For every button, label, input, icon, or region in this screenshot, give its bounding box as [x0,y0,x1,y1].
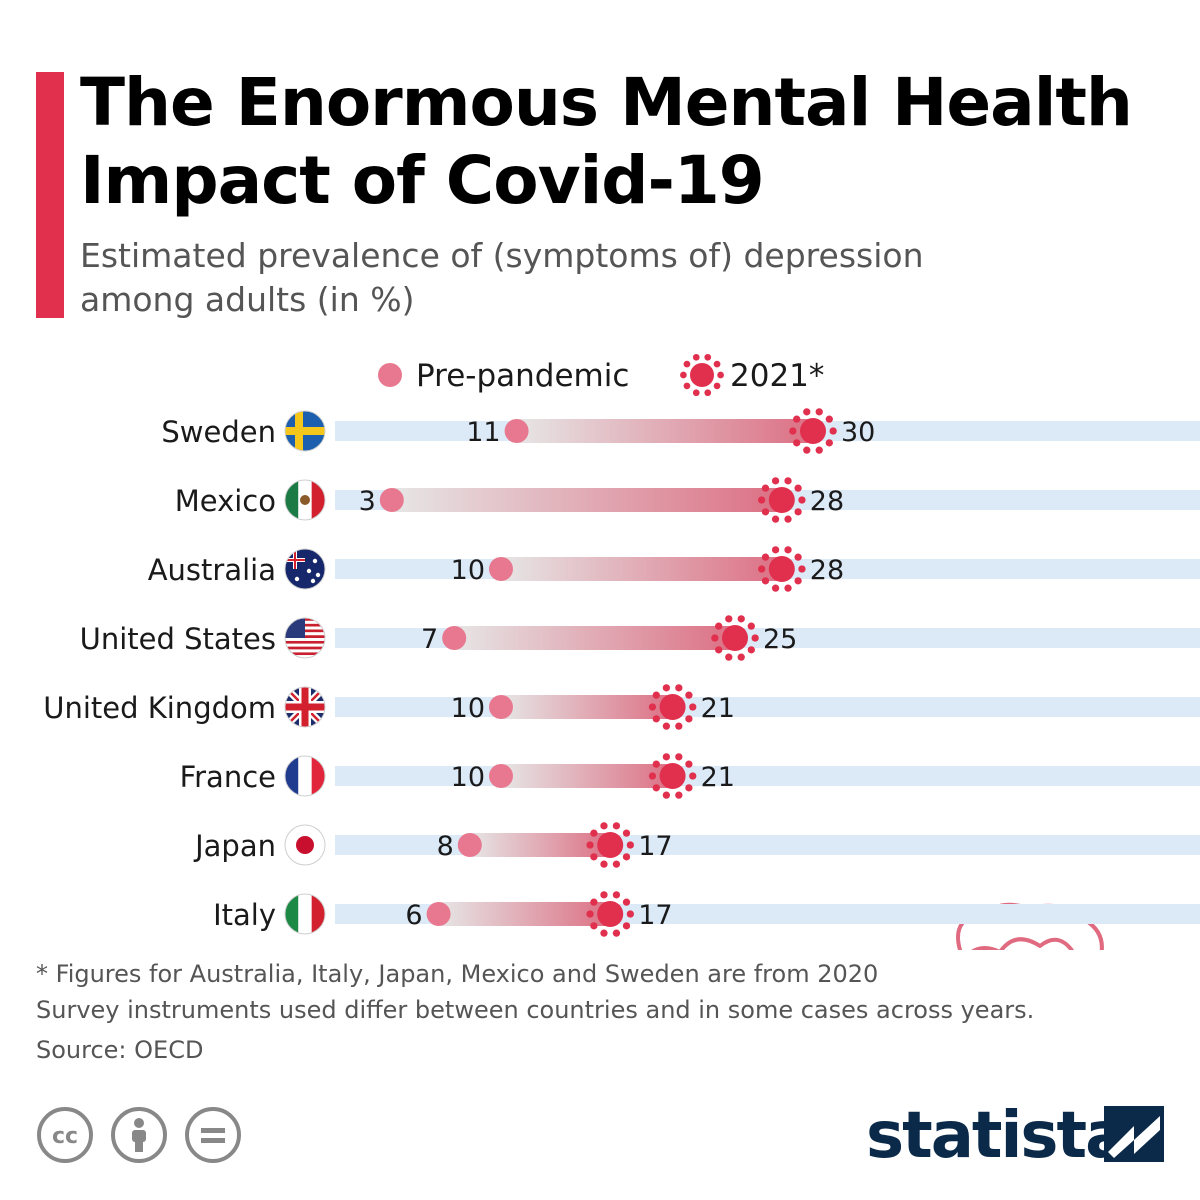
chart-title: The Enormous Mental Health Impact of Cov… [80,64,1133,219]
connector-bar [501,695,673,719]
y2021-value-label: 21 [701,693,735,724]
pre-pandemic-value-label: 6 [405,900,422,931]
pre-pandemic-value-label: 8 [437,831,454,862]
pre-pandemic-dot [426,902,451,926]
virus-marker-2021 [586,891,634,937]
connector-bar [438,902,611,926]
y2021-value-label: 28 [810,555,844,586]
category-label: France [180,760,276,794]
pre-pandemic-dot [379,488,404,512]
chart-row: Australia 10 28 [148,546,1200,592]
chart-row: United States 7 25 [80,615,1200,661]
svg-text:cc: cc [52,1124,78,1149]
pre-pandemic-value-label: 10 [451,762,485,793]
virus-marker-2021 [758,546,806,592]
pre-pandemic-dot [442,626,467,650]
flag-mexico-icon [284,479,326,521]
chart-row: United Kingdom 10 21 [43,684,1200,730]
category-label: Australia [148,553,276,587]
cc-icon[interactable]: cc [36,1106,94,1168]
accent-bar [36,72,64,318]
pre-pandemic-value-label: 3 [359,486,376,517]
pre-pandemic-value-label: 10 [451,693,485,724]
flag-australia-icon [284,548,326,590]
pre-pandemic-value-label: 7 [421,624,438,655]
footnote-line-1: * Figures for Australia, Italy, Japan, M… [36,960,879,988]
legend-label-2021: 2021* [730,358,824,394]
chart-row: Mexico 3 28 [175,477,1200,523]
category-label: Mexico [175,484,276,518]
flag-italy-icon [284,893,326,935]
virus-marker-2021 [711,615,759,661]
connector-bar [501,557,782,581]
y2021-value-label: 21 [701,762,735,793]
chart-subtitle: Estimated prevalence of (symptoms of) de… [80,236,924,319]
pre-pandemic-dot [457,833,482,857]
virus-marker-2021 [586,822,634,868]
chart-row: Italy 6 17 [213,891,1200,937]
legend: Pre-pandemic 2021* [378,353,824,397]
connector-bar [391,488,782,512]
virus-marker-2021 [648,684,697,730]
flag-united-states-icon [284,617,326,659]
pre-pandemic-value-label: 10 [451,555,485,586]
pre-pandemic-dot [489,764,513,788]
category-label: United Kingdom [43,691,276,725]
license-icons: cc [36,1106,242,1168]
attribution-icon[interactable] [110,1106,168,1168]
statista-logo-icon [1104,1106,1164,1166]
pre-pandemic-dot [504,419,529,443]
flag-united-kingdom-icon [284,686,326,728]
footnote-line-2: Survey instruments used differ between c… [36,996,1035,1024]
y2021-value-label: 30 [841,417,875,448]
connector-bar [454,626,735,650]
category-label: Sweden [161,415,276,449]
brand-logo-text[interactable]: statista [866,1099,1128,1173]
chart-row: France 10 21 [180,753,1200,799]
legend-marker-pre-pandemic [378,363,402,387]
flag-france-icon [284,755,326,797]
y2021-value-label: 28 [810,486,844,517]
virus-marker-2021 [648,753,697,799]
source-text: Source: OECD [36,1036,204,1064]
legend-label-pre-pandemic: Pre-pandemic [416,358,629,394]
pre-pandemic-value-label: 11 [466,417,500,448]
y2021-value-label: 17 [638,900,672,931]
virus-marker-2021 [789,408,837,454]
connector-bar [516,419,813,443]
connector-bar [501,764,673,788]
flag-sweden-icon [284,410,326,452]
footnote: * Figures for Australia, Italy, Japan, M… [36,956,1034,1028]
no-derivatives-icon[interactable] [184,1106,242,1168]
chart-row: Japan 8 17 [193,822,1200,868]
y2021-value-label: 17 [638,831,672,862]
category-label: United States [80,622,276,656]
flag-japan-icon [284,824,326,866]
pre-pandemic-dot [489,557,513,581]
category-label: Italy [213,898,276,932]
category-label: Japan [193,829,276,863]
virus-marker-2021 [758,477,806,523]
pre-pandemic-dot [489,695,513,719]
chart-row: Sweden 11 30 [161,408,1200,454]
legend-marker-2021-virus-icon [680,353,724,397]
y2021-value-label: 25 [763,624,797,655]
